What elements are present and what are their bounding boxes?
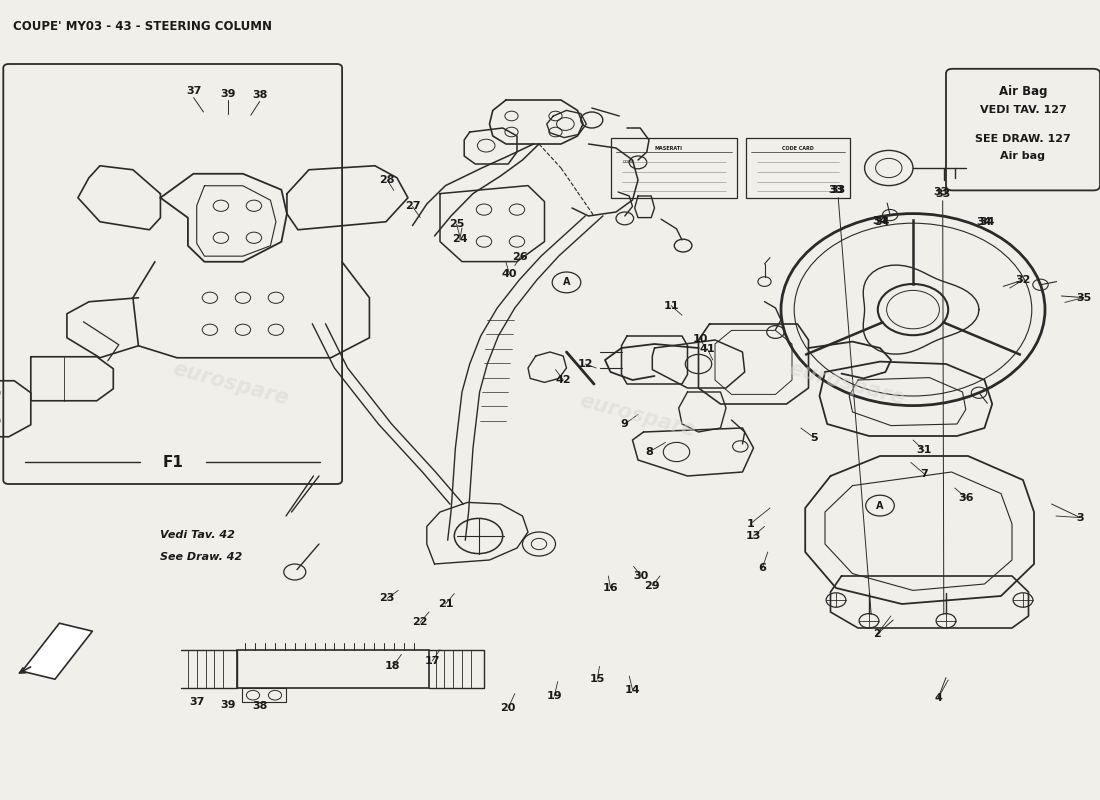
Text: Air bag: Air bag [1001,151,1045,161]
Text: 31: 31 [916,446,932,455]
Text: 18: 18 [385,662,400,671]
Text: 13: 13 [746,531,761,541]
Text: 33: 33 [933,187,948,197]
FancyBboxPatch shape [3,64,342,484]
Text: A: A [877,501,883,510]
Bar [610,138,737,198]
Text: 37: 37 [189,698,205,707]
Text: 5: 5 [811,433,817,442]
Text: 11: 11 [663,301,679,310]
Text: 15: 15 [590,674,605,684]
Text: 21: 21 [438,599,453,609]
Text: 4: 4 [934,693,943,702]
Text: 35: 35 [1076,293,1091,302]
Text: 39: 39 [220,700,235,710]
Text: 8: 8 [645,447,653,457]
Bar [746,138,850,198]
Text: 39: 39 [220,89,235,98]
Text: 25: 25 [449,219,464,229]
Text: 33: 33 [828,186,844,195]
Text: 32: 32 [1015,275,1031,285]
Text: Air Bag: Air Bag [999,85,1047,98]
Text: eurospare: eurospare [170,359,292,409]
Text: See Draw. 42: See Draw. 42 [160,552,242,562]
Text: COUPE' MY03 - 43 - STEERING COLUMN: COUPE' MY03 - 43 - STEERING COLUMN [13,20,272,33]
Polygon shape [22,623,92,679]
Text: 41: 41 [700,344,715,354]
Text: 12: 12 [578,359,593,369]
Text: MASERATI: MASERATI [654,146,683,150]
Text: eurospare: eurospare [578,391,698,441]
Text: 9: 9 [620,419,629,429]
Bar [242,688,286,702]
Text: A: A [563,278,570,287]
Text: 34: 34 [979,218,994,227]
Text: 2: 2 [872,630,881,639]
Text: 22: 22 [412,618,428,627]
Text: 7: 7 [920,469,928,478]
Text: 29: 29 [645,581,660,590]
Text: 37: 37 [186,86,201,96]
Text: F1: F1 [163,455,183,470]
Text: 34: 34 [874,217,890,226]
Text: Vedi Tav. 42: Vedi Tav. 42 [160,530,234,540]
Text: 34: 34 [977,217,992,226]
Text: CODE CARD: CODE CARD [782,146,814,150]
Text: 28: 28 [379,175,395,185]
Text: CODE: CODE [623,160,635,164]
Text: SEE DRAW. 127: SEE DRAW. 127 [975,134,1071,144]
Text: 1: 1 [746,519,755,529]
Text: 24: 24 [452,234,468,244]
Bar [236,650,429,688]
Text: 42: 42 [556,375,571,385]
Text: 23: 23 [379,594,395,603]
Text: 38: 38 [252,701,267,710]
Text: 27: 27 [405,202,420,211]
Text: VEDI TAV. 127: VEDI TAV. 127 [980,106,1066,115]
Text: 33: 33 [935,189,950,198]
Text: 14: 14 [625,685,640,694]
Text: 40: 40 [502,269,517,278]
Text: 26: 26 [513,252,528,262]
Text: 30: 30 [634,571,649,581]
Text: 16: 16 [603,583,618,593]
Text: 36: 36 [958,493,974,502]
Text: 19: 19 [547,691,562,701]
Text: 3: 3 [1077,513,1084,522]
Text: 6: 6 [758,563,767,573]
Text: 33: 33 [830,186,846,195]
Text: 38: 38 [252,90,267,100]
Text: eurospare: eurospare [786,359,908,409]
FancyBboxPatch shape [946,69,1100,190]
Text: 17: 17 [425,656,440,666]
Text: 34: 34 [872,216,888,226]
Text: 10: 10 [693,334,708,344]
Text: 20: 20 [500,703,516,713]
